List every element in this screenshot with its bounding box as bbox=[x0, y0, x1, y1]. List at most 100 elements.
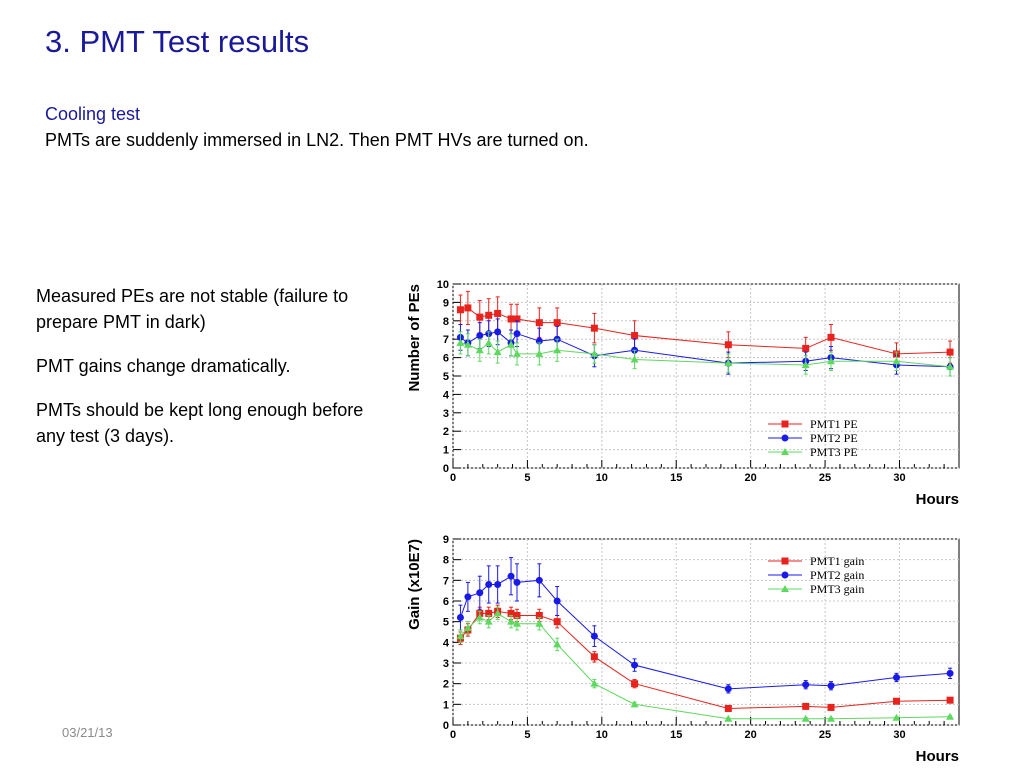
data-point bbox=[801, 714, 810, 722]
y-tick-label: 7 bbox=[443, 334, 449, 346]
plot-frame bbox=[452, 538, 960, 726]
data-point bbox=[553, 640, 562, 648]
data-point bbox=[892, 697, 900, 705]
data-point bbox=[590, 349, 599, 357]
data-point bbox=[485, 311, 493, 319]
y-tick-label: 8 bbox=[443, 316, 449, 328]
y-tick-label: 2 bbox=[443, 679, 449, 691]
data-point bbox=[494, 580, 502, 588]
data-point bbox=[513, 578, 521, 586]
data-point bbox=[464, 593, 472, 601]
data-point bbox=[513, 611, 521, 619]
x-tick-label: 5 bbox=[524, 729, 530, 741]
legend-label: PMT3 PE bbox=[810, 445, 858, 459]
bullet-item: PMT gains change dramatically. bbox=[36, 356, 291, 376]
data-point bbox=[553, 618, 561, 626]
data-point bbox=[827, 333, 835, 341]
data-point bbox=[476, 589, 484, 597]
data-point bbox=[630, 355, 639, 363]
data-point bbox=[463, 340, 472, 348]
data-point bbox=[493, 348, 502, 356]
y-tick-label: 9 bbox=[443, 534, 449, 546]
data-point bbox=[507, 609, 515, 617]
slide-subtitle: Cooling test bbox=[45, 104, 141, 124]
data-point bbox=[494, 328, 502, 336]
data-point bbox=[631, 680, 639, 688]
data-point bbox=[475, 346, 484, 354]
series-triangle bbox=[456, 331, 955, 377]
x-tick-label: 10 bbox=[596, 729, 608, 741]
y-tick-label: 0 bbox=[443, 720, 449, 732]
bullet-item: PMTs should be kept long enough before a… bbox=[36, 400, 364, 446]
data-point bbox=[724, 685, 732, 693]
data-point bbox=[946, 669, 954, 677]
y-tick-label: 5 bbox=[443, 371, 449, 383]
legend-label: PMT1 PE bbox=[810, 417, 858, 431]
data-point bbox=[535, 319, 543, 327]
data-point bbox=[781, 448, 789, 455]
pe-chart: 0 5 10 15 20 25 30 0 1 2 3 4 5 6 7 8 9 10 Hours Number of P… bbox=[406, 279, 960, 508]
x-axis-label: Hours bbox=[916, 748, 959, 765]
y-tick-label: 4 bbox=[443, 637, 450, 649]
data-point bbox=[724, 359, 733, 367]
data-point bbox=[476, 313, 484, 321]
y-tick-label: 3 bbox=[443, 658, 449, 670]
x-tick-label: 15 bbox=[670, 472, 682, 484]
data-point bbox=[456, 338, 465, 346]
x-tick-label: 20 bbox=[745, 472, 757, 484]
y-tick-label: 2 bbox=[443, 426, 449, 438]
data-point bbox=[485, 609, 493, 617]
data-point bbox=[484, 338, 493, 346]
data-point bbox=[553, 346, 562, 354]
data-point bbox=[553, 319, 561, 327]
legend-label: PMT2 gain bbox=[810, 568, 864, 582]
slide-description: PMTs are suddenly immersed in LN2. Then … bbox=[45, 130, 589, 150]
x-tick-label: 15 bbox=[670, 729, 682, 741]
data-point bbox=[507, 340, 516, 348]
x-tick-label: 5 bbox=[524, 472, 530, 484]
legend-label: PMT2 PE bbox=[810, 431, 858, 445]
y-axis-label: Gain (x10E7) bbox=[406, 539, 423, 630]
series-line bbox=[460, 342, 951, 368]
data-point bbox=[590, 653, 598, 661]
data-point bbox=[507, 572, 515, 580]
y-tick-label: 9 bbox=[443, 297, 449, 309]
y-axis-label: Number of PEs bbox=[406, 284, 423, 392]
x-tick-label: 25 bbox=[819, 472, 831, 484]
y-tick-label: 6 bbox=[443, 353, 449, 365]
y-tick-label: 6 bbox=[443, 596, 449, 608]
y-tick-label: 4 bbox=[443, 389, 450, 401]
data-point bbox=[475, 613, 484, 621]
legend-label: PMT3 gain bbox=[810, 582, 864, 596]
data-point bbox=[484, 617, 493, 625]
data-point bbox=[507, 617, 516, 625]
y-tick-label: 8 bbox=[443, 555, 449, 567]
data-point bbox=[494, 309, 502, 317]
data-point bbox=[493, 609, 502, 617]
x-tick-label: 0 bbox=[450, 729, 456, 741]
data-point bbox=[590, 632, 598, 640]
y-tick-label: 1 bbox=[443, 699, 449, 711]
y-tick-label: 0 bbox=[443, 463, 449, 475]
data-point bbox=[464, 304, 472, 312]
bullet-list: Measured PEs are not stable (failure to … bbox=[36, 283, 366, 467]
data-point bbox=[724, 704, 732, 712]
data-point bbox=[946, 348, 954, 356]
data-point bbox=[456, 614, 464, 622]
data-point bbox=[535, 619, 544, 627]
slide-date: 03/21/13 bbox=[62, 725, 113, 740]
data-point bbox=[512, 619, 521, 627]
x-tick-label: 30 bbox=[893, 729, 905, 741]
data-point bbox=[892, 357, 901, 365]
series-line bbox=[460, 612, 951, 720]
data-point bbox=[535, 576, 543, 584]
data-point bbox=[590, 324, 598, 332]
slide-title: 3. PMT Test results bbox=[45, 24, 310, 59]
data-point bbox=[512, 349, 521, 357]
series-line bbox=[459, 575, 951, 690]
data-point bbox=[781, 571, 789, 579]
series-line bbox=[460, 610, 951, 709]
x-tick-label: 0 bbox=[450, 472, 456, 484]
bullet-item: Measured PEs are not stable (failure to … bbox=[36, 286, 349, 332]
data-point bbox=[802, 681, 810, 689]
